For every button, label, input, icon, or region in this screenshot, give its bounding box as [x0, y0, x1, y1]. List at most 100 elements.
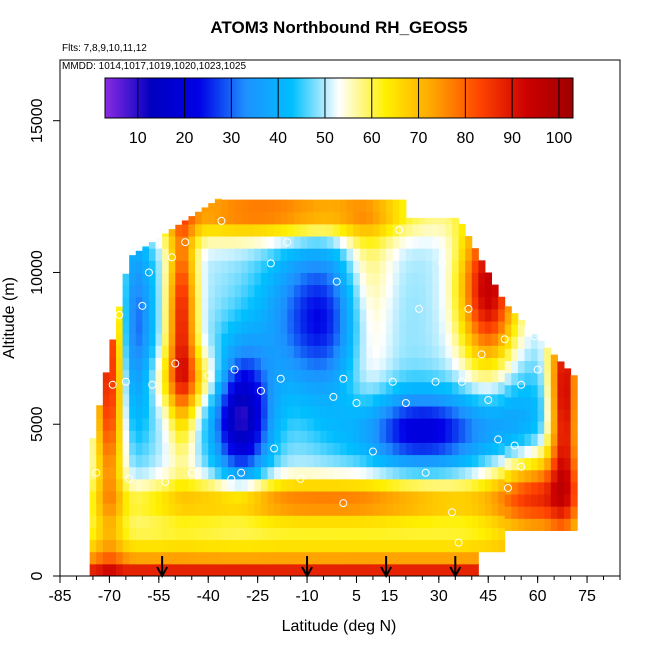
heatmap-cell	[320, 199, 328, 213]
heatmap-cell	[168, 563, 176, 577]
heatmap-cell	[531, 333, 539, 337]
heatmap-cell	[175, 406, 183, 419]
heatmap-cell	[168, 272, 176, 286]
heatmap-cell	[359, 345, 367, 358]
heatmap-cell	[419, 418, 427, 431]
heatmap-cell	[471, 442, 479, 456]
heatmap-cell	[333, 223, 341, 237]
heatmap-cell	[517, 421, 525, 434]
heatmap-cell	[168, 466, 176, 480]
heatmap-cell	[267, 551, 275, 565]
heatmap-cell	[168, 406, 176, 419]
heatmap-cell	[313, 357, 321, 371]
heatmap-cell	[208, 527, 216, 541]
heatmap-cell	[96, 563, 104, 577]
heatmap-cell	[399, 406, 407, 419]
heatmap-cell	[544, 469, 552, 483]
heatmap-cell	[247, 236, 255, 249]
heatmap-cell	[162, 321, 170, 334]
heatmap-cell	[116, 357, 124, 371]
heatmap-cell	[386, 272, 394, 286]
heatmap-cell	[445, 466, 453, 480]
heatmap-cell	[326, 260, 334, 273]
heatmap-cell	[353, 442, 361, 456]
heatmap-cell	[346, 551, 354, 565]
heatmap-cell	[399, 466, 407, 480]
heatmap-cell	[260, 357, 269, 371]
heatmap-cell	[531, 433, 539, 446]
heatmap-cell	[405, 260, 413, 273]
heatmap-cell	[498, 345, 506, 358]
heatmap-cell	[181, 272, 189, 286]
heatmap-cell	[109, 339, 117, 346]
heatmap-cell	[438, 296, 446, 310]
heatmap-cell	[333, 406, 341, 419]
heatmap-cell	[557, 445, 565, 459]
heatmap-cell	[458, 454, 466, 468]
heatmap-cell	[564, 457, 572, 471]
heatmap-cell	[287, 381, 295, 395]
heatmap-cell	[458, 527, 466, 541]
heatmap-cell	[122, 418, 130, 431]
heatmap-cell	[195, 515, 203, 528]
heatmap-cell	[399, 308, 407, 322]
heatmap-cell	[372, 466, 381, 480]
heatmap-cell	[234, 296, 242, 310]
heatmap-cell	[234, 357, 242, 371]
heatmap-cell	[129, 321, 137, 334]
heatmap-cell	[445, 308, 453, 322]
heatmap-cell	[254, 563, 262, 577]
heatmap-cell	[432, 539, 440, 553]
dates-label: MMDD: 1014,1017,1019,1020,1023,1025	[62, 61, 246, 72]
heatmap-cell	[135, 442, 143, 456]
heatmap-cell	[392, 393, 400, 407]
heatmap-cell	[491, 333, 499, 346]
heatmap-cell	[148, 551, 157, 565]
heatmap-cell	[333, 539, 341, 553]
heatmap-cell	[452, 369, 460, 383]
heatmap-cell	[445, 357, 453, 371]
heatmap-cell	[537, 445, 545, 459]
heatmap-cell	[181, 491, 189, 504]
heatmap-cell	[129, 272, 137, 286]
heatmap-cell	[300, 211, 308, 225]
heatmap-cell	[260, 272, 269, 286]
heatmap-cell	[148, 248, 157, 261]
heatmap-cell	[484, 321, 493, 334]
heatmap-cell	[419, 406, 427, 419]
heatmap-cell	[195, 503, 203, 516]
heatmap-cell	[524, 384, 532, 398]
heatmap-cell	[162, 442, 170, 456]
heatmap-cell	[412, 296, 420, 310]
heatmap-cell	[122, 284, 130, 298]
heatmap-cell	[484, 539, 493, 553]
heatmap-cell	[405, 418, 413, 431]
heatmap-cell	[122, 393, 130, 407]
heatmap-cell	[359, 369, 367, 383]
heatmap-cell	[274, 199, 282, 213]
heatmap-cell	[188, 272, 196, 286]
heatmap-cell	[340, 527, 348, 541]
heatmap-cell	[438, 454, 446, 468]
heatmap-cell	[438, 393, 446, 407]
heatmap-cell	[129, 491, 137, 504]
profile-point	[395, 225, 404, 234]
heatmap-cell	[234, 199, 242, 213]
heatmap-cell	[366, 381, 374, 395]
heatmap-cell	[129, 381, 137, 395]
heatmap-cell	[162, 308, 170, 322]
heatmap-cell	[234, 478, 242, 492]
heatmap-cell	[221, 369, 229, 383]
heatmap-cell	[458, 478, 466, 492]
heatmap-cell	[524, 409, 532, 422]
heatmap-cell	[201, 223, 209, 237]
heatmap-cell	[517, 469, 525, 483]
heatmap-cell	[307, 381, 315, 395]
heatmap-cell	[445, 503, 453, 516]
heatmap-cell	[313, 308, 321, 322]
heatmap-cell	[168, 236, 176, 249]
heatmap-cell	[419, 223, 427, 237]
heatmap-cell	[531, 396, 539, 410]
heatmap-cell	[412, 217, 420, 225]
heatmap-cell	[340, 503, 348, 516]
